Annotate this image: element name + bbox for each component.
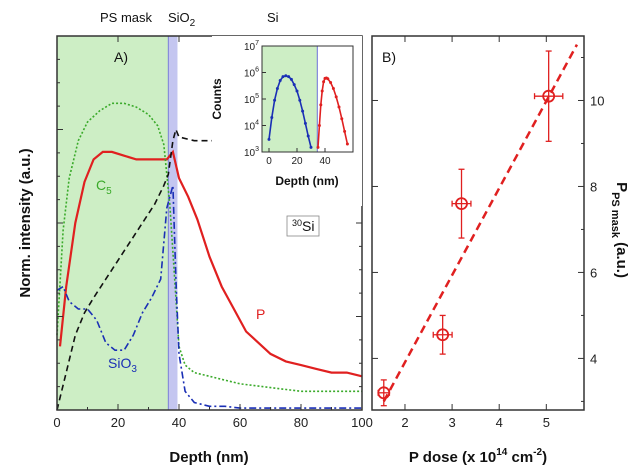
panel-b-points xyxy=(377,50,564,407)
panel-a: 0 20 40 60 80 100 PS mask SiO2 Si A) Depth (n… xyxy=(17,10,373,466)
inset-point xyxy=(319,103,323,107)
inset-point xyxy=(309,145,313,149)
inset-point xyxy=(267,137,271,141)
inset-point xyxy=(275,86,279,90)
series-line-p xyxy=(58,149,363,378)
series-label-sio3: SiO3 xyxy=(108,355,137,375)
series-line-c xyxy=(56,102,362,393)
region-label-sio2: SiO2 xyxy=(168,10,196,29)
inset-point xyxy=(281,75,285,79)
x-tick-label-b: 5 xyxy=(543,415,550,430)
y-tick-label-b: 8 xyxy=(590,179,597,194)
y-axis-title-a: Norm. intensity (a.u.) xyxy=(17,148,34,297)
inset-point xyxy=(334,95,338,99)
inset-y-tick-label: 106 xyxy=(244,67,259,80)
panel-b-fit xyxy=(382,44,579,402)
inset-x-tick-label: 40 xyxy=(319,156,331,167)
inset-point xyxy=(270,116,274,120)
inset-point xyxy=(326,77,330,81)
inset-point xyxy=(273,98,277,102)
data-marker xyxy=(377,386,391,400)
x-tick-label-a: 60 xyxy=(233,415,247,430)
inset-point xyxy=(303,121,307,125)
x-axis-title-b: P dose (x 1014 cm-2) xyxy=(409,447,547,466)
inset-x-title: Depth (nm) xyxy=(275,174,338,188)
fit-line xyxy=(382,44,579,402)
x-axis-title-a: Depth (nm) xyxy=(169,449,248,466)
inset-point xyxy=(295,89,299,93)
panel-label-a: A) xyxy=(114,49,128,65)
inset-point xyxy=(298,98,302,102)
inset-y-tick-label: 105 xyxy=(244,93,259,106)
inset-series xyxy=(267,74,349,149)
inset-point xyxy=(329,80,333,84)
y-tick-label-b: 6 xyxy=(590,265,597,280)
inset-x-tick-label: 0 xyxy=(266,156,272,167)
inset-x-tick-label: 20 xyxy=(291,156,303,167)
region-label-ps-mask: PS mask xyxy=(100,10,153,25)
data-marker xyxy=(542,89,556,103)
x-tick-label-b: 3 xyxy=(448,415,455,430)
inset-point xyxy=(292,83,296,87)
inset-y-title: Counts xyxy=(210,78,224,120)
x-tick-label-a: 80 xyxy=(294,415,308,430)
y-tick-label-b: 4 xyxy=(590,351,597,366)
panel-b-frame xyxy=(371,35,585,411)
y-tick-label-b: 10 xyxy=(590,93,604,108)
ps-mask-region xyxy=(57,36,169,410)
data-marker xyxy=(455,197,468,211)
x-tick-label-a: 0 xyxy=(53,415,60,430)
inset-point xyxy=(278,78,282,82)
inset-point xyxy=(284,74,288,78)
data-point-1 xyxy=(377,379,391,407)
x-tick-label-a: 100 xyxy=(351,415,373,430)
data-point-4 xyxy=(533,50,564,142)
inset-point xyxy=(343,129,347,133)
inset-point xyxy=(337,105,341,109)
inset-point xyxy=(306,134,310,138)
inset-series-line-1 xyxy=(268,74,312,148)
panel-label-b: B) xyxy=(382,49,396,65)
region-label-si: Si xyxy=(267,10,279,25)
data-point-2 xyxy=(432,314,453,355)
inset-point xyxy=(345,142,349,146)
inset: 0 20 40 103 104 105 106 107 Depth (nm) Counts xyxy=(210,36,362,206)
inset-point xyxy=(287,75,291,79)
series-label-p: P xyxy=(256,306,265,322)
inset-y-tick-label: 107 xyxy=(244,40,259,53)
data-point-3 xyxy=(451,168,472,239)
y-axis-title-b: PPS mask (a.u.) xyxy=(609,182,630,278)
inset-point xyxy=(320,89,324,93)
inset-point xyxy=(322,80,326,84)
data-marker xyxy=(436,328,450,342)
panel-b-ticks: 2 3 4 5 4 6 8 10 xyxy=(372,36,604,430)
sio2-region xyxy=(168,36,178,410)
inset-point xyxy=(289,77,293,81)
series-line-sio xyxy=(56,185,362,409)
inset-point xyxy=(331,86,335,90)
series-label-30si-box: 30Si xyxy=(286,215,320,237)
inset-point xyxy=(317,124,321,127)
series-label-c5: C5 xyxy=(96,177,112,197)
x-tick-label-b: 2 xyxy=(401,415,408,430)
inset-y-tick-label: 103 xyxy=(244,146,259,159)
x-tick-label-a: 40 xyxy=(172,415,186,430)
inset-ticks: 0 20 40 103 104 105 106 107 xyxy=(244,40,331,167)
x-tick-label-b: 4 xyxy=(496,415,503,430)
inset-point xyxy=(316,145,320,149)
inset-y-tick-label: 104 xyxy=(244,120,259,133)
inset-point xyxy=(301,109,305,113)
panel-b: 2 3 4 5 4 6 8 10 B) P dose (x 1014 cm-2) PPS ma… xyxy=(371,35,630,466)
x-tick-label-a: 20 xyxy=(111,415,125,430)
series-label-30si: 30Si xyxy=(292,218,314,234)
inset-point xyxy=(340,117,344,121)
